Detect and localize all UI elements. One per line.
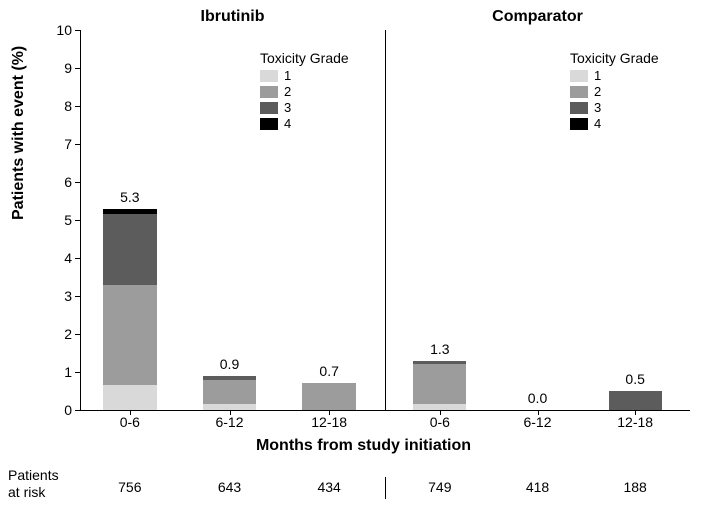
bar-total-label: 0.9 [220,356,239,372]
ytick-label: 5 [64,212,72,228]
x-axis-line [80,410,690,411]
legend-swatch [570,86,588,98]
ytick-mark [75,258,80,259]
at-risk-label: Patientsat risk [8,467,59,501]
ytick-label: 4 [64,250,72,266]
ytick-label: 3 [64,288,72,304]
bar-segment [413,364,466,404]
legend-label: 2 [594,84,601,99]
ytick-mark [75,182,80,183]
at-risk-value: 434 [317,479,340,495]
ytick-label: 10 [56,22,72,38]
legend-label: 3 [594,100,601,115]
at-risk-value: 188 [623,479,646,495]
bar-segment [203,404,257,410]
xtick-label: 12-18 [311,414,347,430]
ytick-mark [75,410,80,411]
ytick-label: 7 [64,136,72,152]
legend: Toxicity Grade 1234 [260,50,349,132]
bar-segment [103,209,157,215]
bar-segment [203,376,257,380]
bar-segment [302,383,356,410]
legend-swatch [260,118,278,130]
legend-item: 4 [260,116,349,131]
ytick-mark [75,334,80,335]
legend-title: Toxicity Grade [260,50,349,66]
legend-item: 1 [570,68,659,83]
chart-container: Patients with event (%) Months from stud… [0,0,727,513]
xtick-mark [635,410,636,415]
legend-label: 4 [284,116,291,131]
legend-item: 2 [570,84,659,99]
ytick-mark [75,372,80,373]
panel-title: Ibrutinib [80,8,385,26]
xtick-label: 12-18 [617,414,653,430]
ytick-mark [75,30,80,31]
legend-swatch [570,102,588,114]
legend-title: Toxicity Grade [570,50,659,66]
panel-divider [385,30,386,410]
ytick-label: 0 [64,402,72,418]
xtick-mark [230,410,231,415]
ytick-mark [75,68,80,69]
legend-item: 4 [570,116,659,131]
bar-total-label: 0.7 [319,363,338,379]
legend-label: 4 [594,116,601,131]
xtick-mark [440,410,441,415]
at-risk-value: 749 [428,479,451,495]
legend-swatch [260,86,278,98]
xtick-label: 0-6 [120,414,140,430]
legend-swatch [570,118,588,130]
xtick-label: 6-12 [523,414,551,430]
legend-item: 2 [260,84,349,99]
at-risk-value: 643 [218,479,241,495]
at-risk-value: 418 [526,479,549,495]
bar-segment [609,391,662,410]
at-risk-value: 756 [118,479,141,495]
y-axis-label: Patients with event (%) [10,46,28,220]
legend-swatch [570,70,588,82]
ytick-label: 9 [64,60,72,76]
ytick-label: 6 [64,174,72,190]
legend: Toxicity Grade 1234 [570,50,659,132]
bar-segment [103,285,157,386]
bar-total-label: 0.0 [528,390,547,406]
legend-label: 2 [284,84,291,99]
ytick-mark [75,144,80,145]
ytick-mark [75,296,80,297]
xtick-mark [329,410,330,415]
bar-total-label: 1.3 [430,341,449,357]
ytick-label: 2 [64,326,72,342]
xtick-mark [130,410,131,415]
legend-swatch [260,102,278,114]
legend-swatch [260,70,278,82]
y-axis-line [80,30,81,410]
atrisk-divider [385,477,386,499]
legend-label: 3 [284,100,291,115]
ytick-label: 1 [64,364,72,380]
bar-total-label: 0.5 [625,371,644,387]
legend-item: 1 [260,68,349,83]
legend-label: 1 [594,68,601,83]
bar-segment [103,214,157,284]
ytick-mark [75,106,80,107]
legend-item: 3 [570,100,659,115]
legend-item: 3 [260,100,349,115]
xtick-label: 6-12 [215,414,243,430]
bar-segment [413,361,466,365]
bar-segment [413,404,466,410]
ytick-label: 8 [64,98,72,114]
xtick-mark [538,410,539,415]
ytick-mark [75,220,80,221]
panel-title: Comparator [385,8,690,26]
xtick-label: 0-6 [430,414,450,430]
legend-label: 1 [284,68,291,83]
x-axis-label: Months from study initiation [0,437,727,455]
bar-total-label: 5.3 [120,189,139,205]
bar-segment [203,380,257,405]
bar-segment [103,385,157,410]
